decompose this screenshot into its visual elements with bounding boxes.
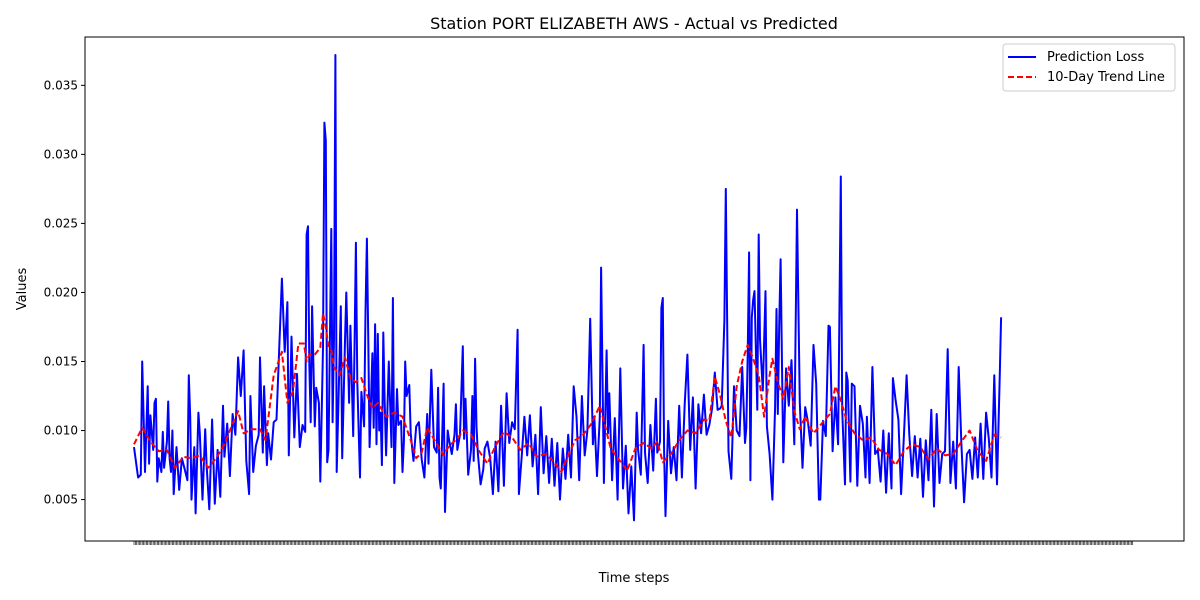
x-axis	[133, 541, 1134, 545]
series-line-trend	[133, 312, 1002, 473]
legend-label-prediction-loss: Prediction Loss	[1047, 50, 1144, 65]
y-tick-label: 0.025	[44, 216, 78, 230]
plot-frame	[84, 36, 1185, 542]
legend-box	[1002, 43, 1176, 92]
x-ticks	[133, 541, 1134, 545]
legend-label-trend-line: 10-Day Trend Line	[1047, 70, 1165, 85]
y-axis-label: Values	[15, 268, 30, 311]
y-tick-label: 0.005	[44, 493, 78, 507]
y-tick-label: 0.010	[44, 424, 78, 438]
legend: Prediction Loss 10-Day Trend Line	[1002, 43, 1176, 92]
series-line-prediction-loss	[133, 54, 1003, 522]
y-tick-label: 0.015	[44, 354, 78, 368]
y-axis: 0.005 0.010 0.015 0.020 0.025 0.030 0.035	[44, 78, 85, 507]
x-axis-label: Time steps	[598, 571, 670, 586]
y-tick-label: 0.020	[44, 285, 78, 299]
plot-area	[133, 54, 1003, 522]
y-tick-label: 0.035	[44, 78, 78, 92]
chart-title: Station PORT ELIZABETH AWS - Actual vs P…	[430, 14, 838, 33]
y-tick-label: 0.030	[44, 147, 78, 161]
